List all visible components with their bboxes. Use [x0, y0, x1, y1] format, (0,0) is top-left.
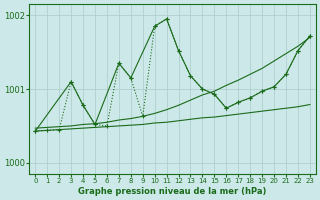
X-axis label: Graphe pression niveau de la mer (hPa): Graphe pression niveau de la mer (hPa) — [78, 187, 267, 196]
